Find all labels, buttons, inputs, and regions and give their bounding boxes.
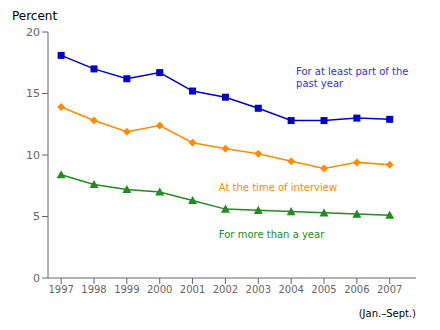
svg-text:5: 5 — [33, 210, 40, 223]
svg-text:For more than a year: For more than a year — [219, 229, 325, 240]
svg-text:20: 20 — [26, 26, 40, 39]
svg-text:1999: 1999 — [114, 284, 139, 295]
html-text:Percent: Percent — [12, 9, 58, 23]
svg-text:2006: 2006 — [344, 284, 369, 295]
svg-text:10: 10 — [26, 149, 40, 162]
svg-text:2003: 2003 — [246, 284, 271, 295]
svg-text:At the time of interview: At the time of interview — [219, 182, 337, 193]
html-text:(Jan.–Sept.): (Jan.–Sept.) — [358, 308, 416, 319]
svg-text:2007: 2007 — [377, 284, 402, 295]
svg-text:2001: 2001 — [180, 284, 205, 295]
svg-text:2005: 2005 — [311, 284, 336, 295]
svg-text:2002: 2002 — [213, 284, 238, 295]
svg-text:15: 15 — [26, 87, 40, 100]
svg-text:2000: 2000 — [147, 284, 172, 295]
svg-text:For at least part of thepast y: For at least part of thepast year — [296, 66, 408, 89]
svg-text:0: 0 — [33, 272, 40, 285]
svg-text:1997: 1997 — [48, 284, 73, 295]
svg-text:1998: 1998 — [81, 284, 106, 295]
svg-text:2004: 2004 — [278, 284, 303, 295]
